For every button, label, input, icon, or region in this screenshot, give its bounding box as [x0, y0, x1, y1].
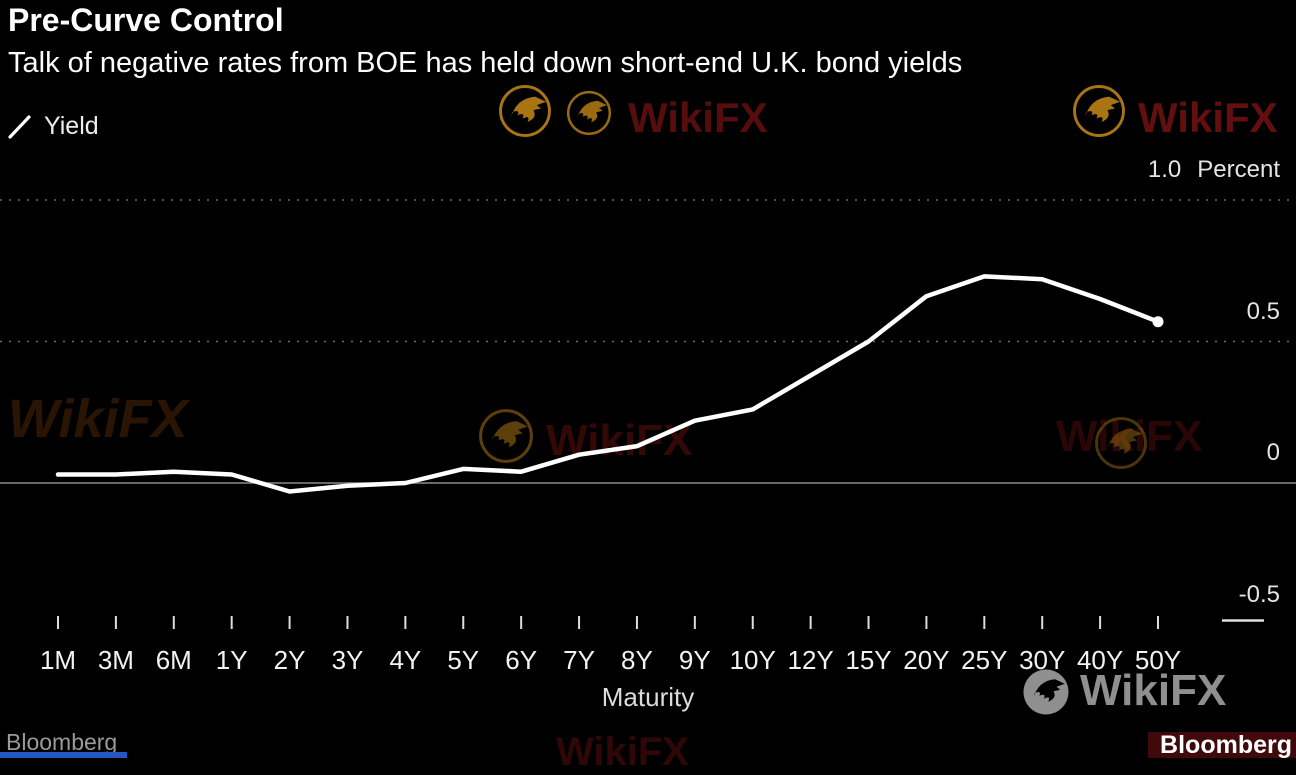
- y-tick-value: 0: [1266, 439, 1280, 466]
- y-tick-value: 1.0: [1147, 156, 1182, 183]
- source-label: Bloomberg: [6, 729, 118, 755]
- wikifx-logo-icon: [1022, 668, 1070, 716]
- wikifx-brand-name: WikiFX: [1080, 666, 1227, 715]
- bloomberg-brand-bar: Bloomberg: [1148, 732, 1296, 758]
- x-axis-label: 40Y: [1076, 645, 1124, 675]
- x-axis-label: 15Y: [845, 645, 892, 675]
- y-tick-value: 0.5: [1246, 297, 1280, 325]
- y-tick-value: -0.5: [1238, 580, 1280, 608]
- yield-line-end-dot: [1152, 316, 1164, 328]
- x-axis-label: 3Y: [331, 645, 364, 675]
- bloomberg-brand-label: Bloomberg: [1160, 731, 1292, 759]
- y-axis-label: 0: [1267, 437, 1280, 469]
- y-axis-label: 1.0 Percent: [1148, 154, 1280, 186]
- y-axis-label: 0.5: [1247, 296, 1280, 328]
- x-axis-label: 8Y: [621, 645, 653, 675]
- x-axis-label: 6Y: [505, 645, 538, 675]
- x-axis-label: 3M: [97, 645, 134, 675]
- wikifx-watermark-text: WikiFX: [628, 94, 768, 141]
- x-axis-label: 1Y: [215, 645, 248, 675]
- x-axis-label: 50Y: [1134, 645, 1182, 675]
- wikifx-watermark-text: WikiFX: [1138, 94, 1278, 141]
- wikifx-watermark-text: WikiFX: [8, 389, 188, 449]
- y-axis-label: -0.5: [1239, 579, 1280, 611]
- legend-label: Yield: [44, 112, 99, 140]
- y-axis-unit: Percent: [1197, 156, 1280, 183]
- x-axis-label: 12Y: [787, 645, 834, 675]
- yield-line: [55, 274, 1161, 494]
- chart-subtitle: Talk of negative rates from BOE has held…: [8, 47, 963, 79]
- x-axis-label: 6M: [155, 645, 192, 675]
- x-axis-label: 2Y: [273, 645, 306, 675]
- chart-title: Pre-Curve Control: [8, 2, 284, 38]
- x-axis-label: 9Y: [678, 645, 711, 675]
- blue-strip: [0, 752, 127, 758]
- x-axis-title: Maturity: [601, 682, 695, 712]
- x-axis-label: 5Y: [447, 645, 480, 675]
- x-axis-label: 7Y: [563, 645, 595, 675]
- x-axis-label: 20Y: [903, 645, 950, 675]
- yield-line-legend-icon: [8, 114, 31, 139]
- x-axis-label: 25Y: [961, 645, 1008, 675]
- yield-curve-chart: [0, 199, 1296, 629]
- legend: Yield: [6, 112, 99, 141]
- x-axis-label: 4Y: [389, 645, 422, 675]
- x-axis-label: 1M: [39, 645, 77, 675]
- x-axis-label: 10Y: [729, 645, 776, 675]
